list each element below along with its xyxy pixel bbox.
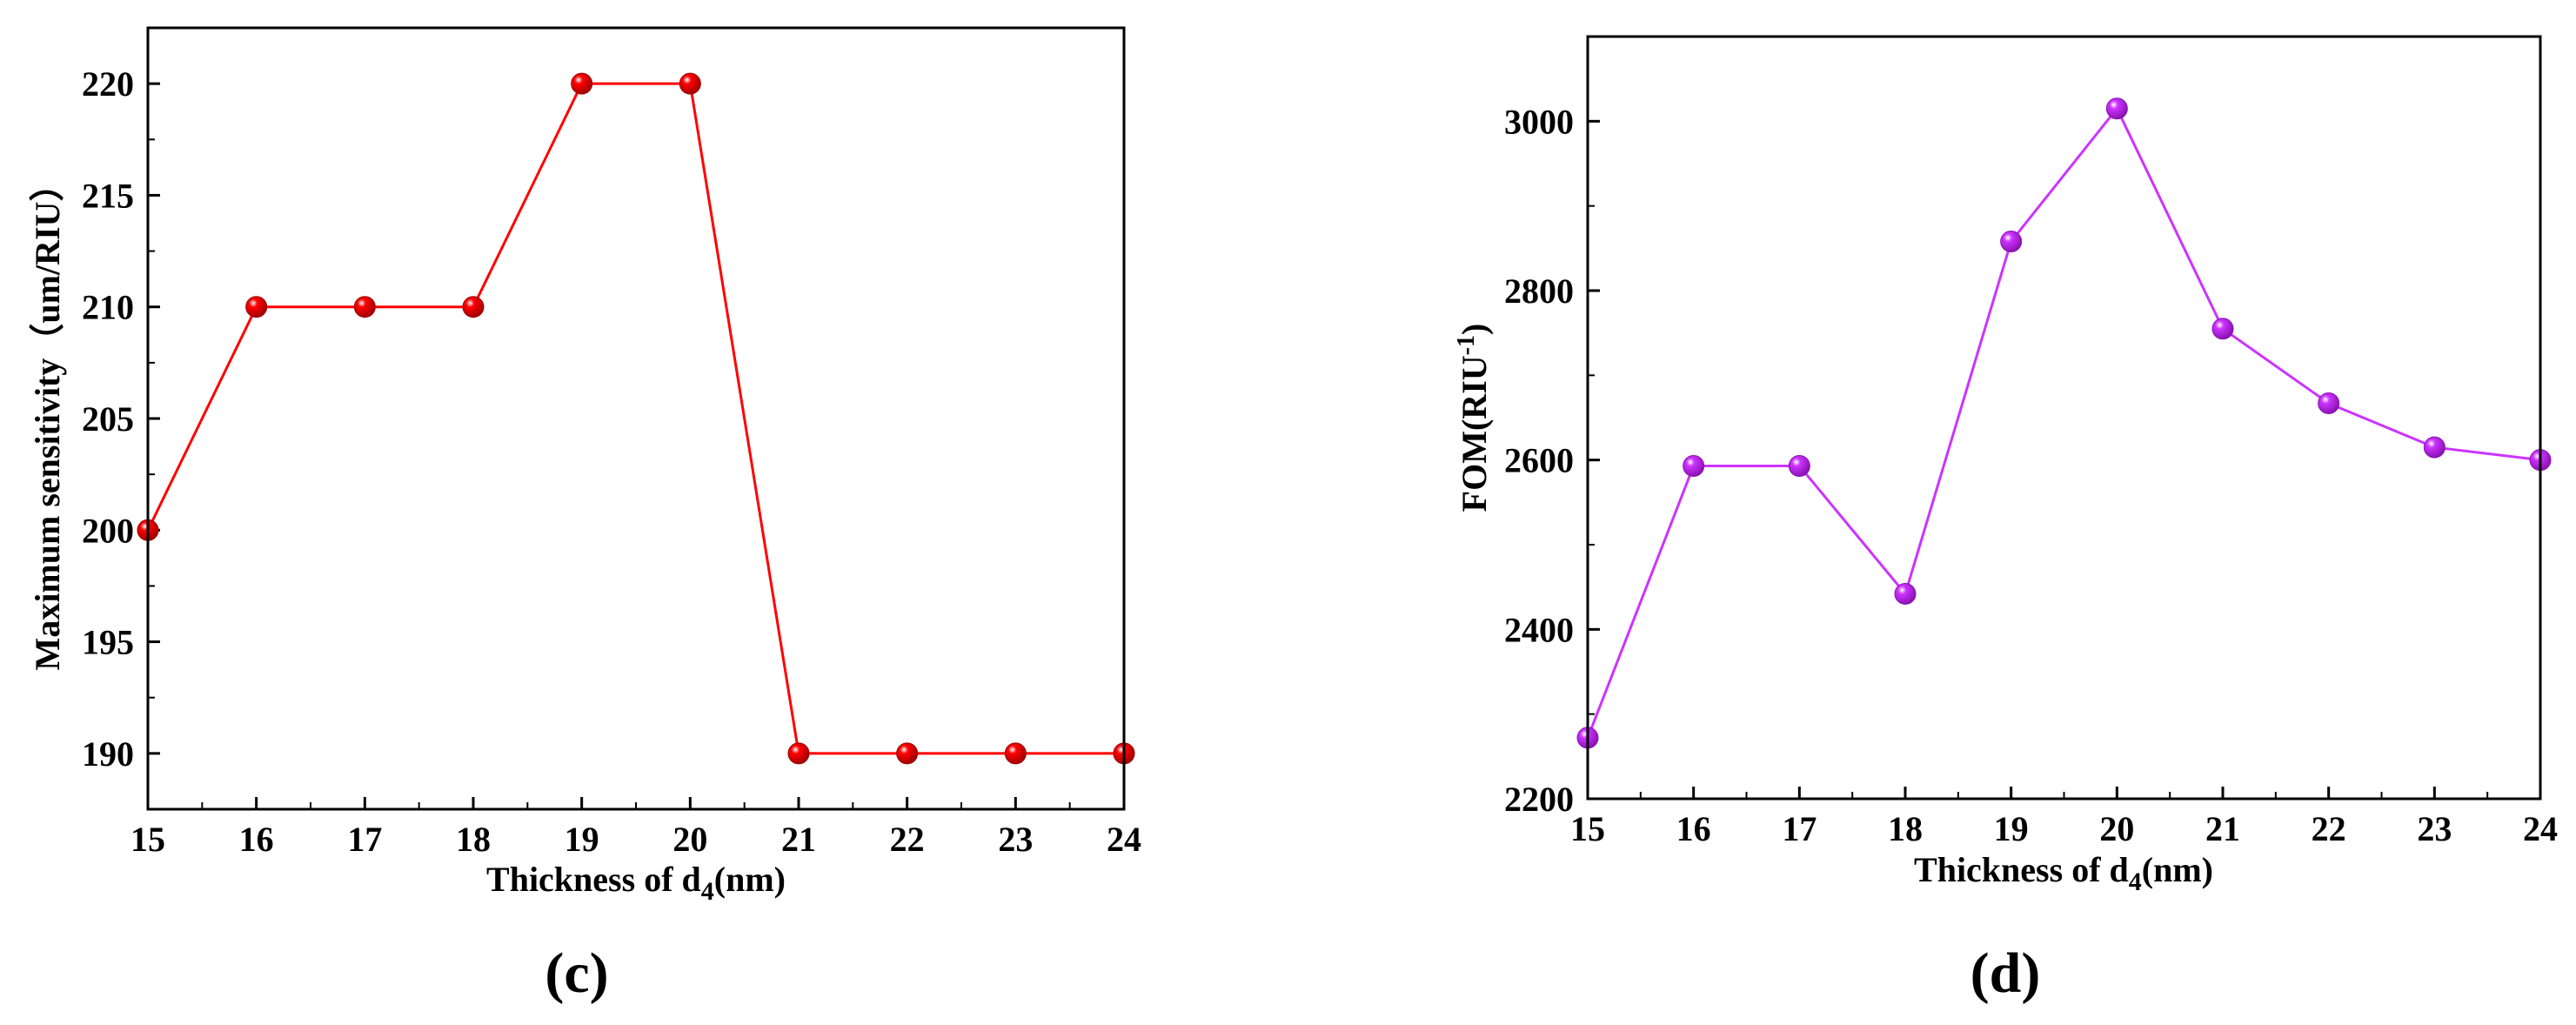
data-point bbox=[1894, 582, 1917, 605]
data-point bbox=[2000, 231, 2023, 253]
y-tick-label: 2200 bbox=[1504, 780, 1574, 819]
x-tick-label: 17 bbox=[1782, 809, 1817, 848]
x-tick-label: 16 bbox=[1676, 809, 1711, 848]
y-tick-label: 220 bbox=[82, 64, 134, 104]
series-line bbox=[146, 82, 1124, 755]
data-point bbox=[787, 742, 810, 765]
chart-c: 15 16 17 18 19 20 21 22 23 24 190 195 200 205 210 215 22… bbox=[28, 26, 1141, 1005]
y-tick-label: 2800 bbox=[1504, 271, 1574, 311]
y-tick-label: 2600 bbox=[1504, 441, 1574, 480]
x-tick-label: 23 bbox=[998, 820, 1033, 859]
data-point bbox=[1004, 742, 1027, 765]
y-tick-label: 2400 bbox=[1504, 610, 1574, 649]
x-tick-label: 23 bbox=[2417, 809, 2452, 848]
y-tick-label: 190 bbox=[82, 734, 134, 774]
data-point bbox=[245, 296, 268, 318]
x-tick-label: 15 bbox=[130, 820, 165, 859]
data-point bbox=[1683, 454, 1705, 477]
chart-c-x-title: Thickness of d4(nm) bbox=[486, 860, 786, 906]
x-tick-label: 21 bbox=[781, 820, 816, 859]
data-point bbox=[896, 742, 919, 765]
chart-d-panel-label: (d) bbox=[1970, 941, 2041, 1005]
chart-c-frame bbox=[146, 26, 1126, 811]
x-tick-label: 22 bbox=[2312, 809, 2346, 848]
chart-c-panel-label: (c) bbox=[545, 941, 608, 1005]
data-point bbox=[1788, 454, 1810, 477]
x-tick-label: 19 bbox=[565, 820, 599, 859]
chart-d: 15 16 17 18 19 20 21 22 23 24 2200 2400 2600 2800 3000… bbox=[1453, 35, 2558, 1005]
data-point bbox=[2423, 436, 2446, 459]
y-tick-label: 200 bbox=[82, 511, 134, 550]
chart-c-y-title: Maximum sensitivity（um/RIU） bbox=[28, 167, 67, 671]
chart-d-y-title: FOM(RIU-1) bbox=[1453, 324, 1494, 512]
x-tick-label: 24 bbox=[2523, 809, 2558, 848]
chart-c-marks: 15 16 17 18 19 20 21 22 23 24 190 195 200 205 210 215 22… bbox=[82, 27, 1141, 859]
data-point bbox=[353, 296, 376, 318]
x-tick-label: 22 bbox=[890, 820, 925, 859]
x-tick-label: 18 bbox=[456, 820, 491, 859]
data-point bbox=[2318, 392, 2340, 414]
x-tick-label: 17 bbox=[347, 820, 382, 859]
x-tick-label: 20 bbox=[672, 820, 707, 859]
data-point bbox=[571, 72, 593, 95]
data-point bbox=[462, 296, 485, 318]
x-tick-label: 20 bbox=[2099, 809, 2134, 848]
y-tick-label: 195 bbox=[82, 623, 134, 662]
data-point bbox=[679, 72, 701, 95]
y-tick-label: 215 bbox=[82, 176, 134, 215]
x-tick-label: 15 bbox=[1570, 809, 1605, 848]
series-line bbox=[1586, 107, 2541, 739]
chart-d-marks: 15 16 17 18 19 20 21 22 23 24 2200 2400 2600 2800 3000 bbox=[1504, 36, 2558, 848]
x-tick-label: 16 bbox=[239, 820, 274, 859]
chart-d-x-title: Thickness of d4(nm) bbox=[1914, 850, 2213, 896]
x-tick-label: 19 bbox=[1994, 809, 2029, 848]
x-tick-label: 18 bbox=[1888, 809, 1923, 848]
y-tick-label: 210 bbox=[82, 288, 134, 327]
data-point bbox=[2211, 318, 2234, 340]
x-tick-label: 21 bbox=[2205, 809, 2240, 848]
x-tick-label: 24 bbox=[1107, 820, 1141, 859]
y-tick-label: 205 bbox=[82, 399, 134, 439]
y-tick-label: 3000 bbox=[1504, 102, 1574, 141]
chart-d-frame bbox=[1586, 35, 2542, 801]
data-point bbox=[2105, 97, 2128, 120]
